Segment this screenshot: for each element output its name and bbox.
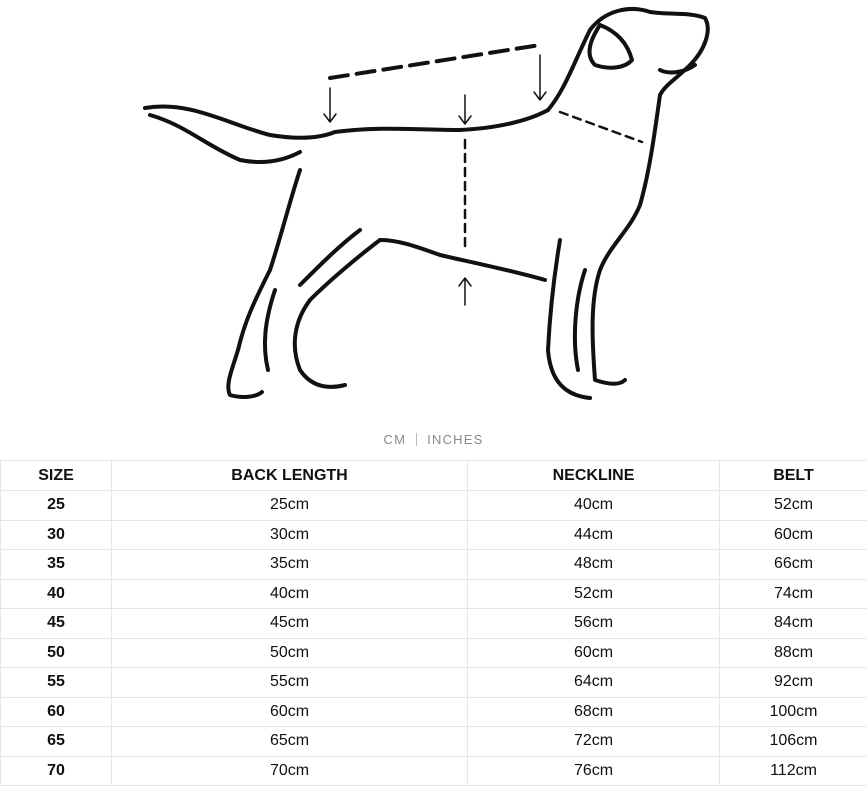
unit-inches-option[interactable]: INCHES	[427, 432, 483, 447]
cell-back-length: 40cm	[112, 579, 468, 609]
cell-back-length: 30cm	[112, 520, 468, 550]
cell-size: 55	[1, 668, 112, 698]
cell-belt: 60cm	[720, 520, 867, 550]
cell-back-length: 45cm	[112, 609, 468, 639]
cell-belt: 92cm	[720, 668, 867, 698]
cell-neckline: 72cm	[468, 727, 720, 757]
cell-belt: 106cm	[720, 727, 867, 757]
cell-belt: 112cm	[720, 756, 867, 786]
unit-divider	[416, 433, 417, 446]
cell-back-length: 60cm	[112, 697, 468, 727]
cell-back-length: 55cm	[112, 668, 468, 698]
cell-size: 35	[1, 550, 112, 580]
cell-belt: 66cm	[720, 550, 867, 580]
dog-measurement-diagram-icon	[0, 0, 867, 420]
cell-belt: 84cm	[720, 609, 867, 639]
header-belt: BELT	[720, 461, 867, 491]
cell-neckline: 44cm	[468, 520, 720, 550]
cell-belt: 88cm	[720, 638, 867, 668]
table-header-row: SIZE BACK LENGTH NECKLINE BELT	[1, 461, 867, 491]
cell-size: 40	[1, 579, 112, 609]
cell-neckline: 60cm	[468, 638, 720, 668]
cell-neckline: 40cm	[468, 491, 720, 521]
cell-back-length: 70cm	[112, 756, 468, 786]
unit-cm-option[interactable]: CM	[384, 432, 407, 447]
cell-back-length: 65cm	[112, 727, 468, 757]
cell-back-length: 50cm	[112, 638, 468, 668]
header-back-length: BACK LENGTH	[112, 461, 468, 491]
cell-neckline: 76cm	[468, 756, 720, 786]
cell-size: 50	[1, 638, 112, 668]
cell-belt: 52cm	[720, 491, 867, 521]
cell-belt: 100cm	[720, 697, 867, 727]
cell-neckline: 48cm	[468, 550, 720, 580]
cell-neckline: 68cm	[468, 697, 720, 727]
header-neckline: NECKLINE	[468, 461, 720, 491]
cell-size: 45	[1, 609, 112, 639]
cell-size: 70	[1, 756, 112, 786]
cell-neckline: 56cm	[468, 609, 720, 639]
cell-size: 60	[1, 697, 112, 727]
cell-size: 30	[1, 520, 112, 550]
header-size: SIZE	[1, 461, 112, 491]
cell-neckline: 52cm	[468, 579, 720, 609]
cell-size: 65	[1, 727, 112, 757]
cell-belt: 74cm	[720, 579, 867, 609]
cell-neckline: 64cm	[468, 668, 720, 698]
cell-back-length: 25cm	[112, 491, 468, 521]
cell-back-length: 35cm	[112, 550, 468, 580]
unit-toggle: CM INCHES	[0, 432, 867, 447]
cell-size: 25	[1, 491, 112, 521]
